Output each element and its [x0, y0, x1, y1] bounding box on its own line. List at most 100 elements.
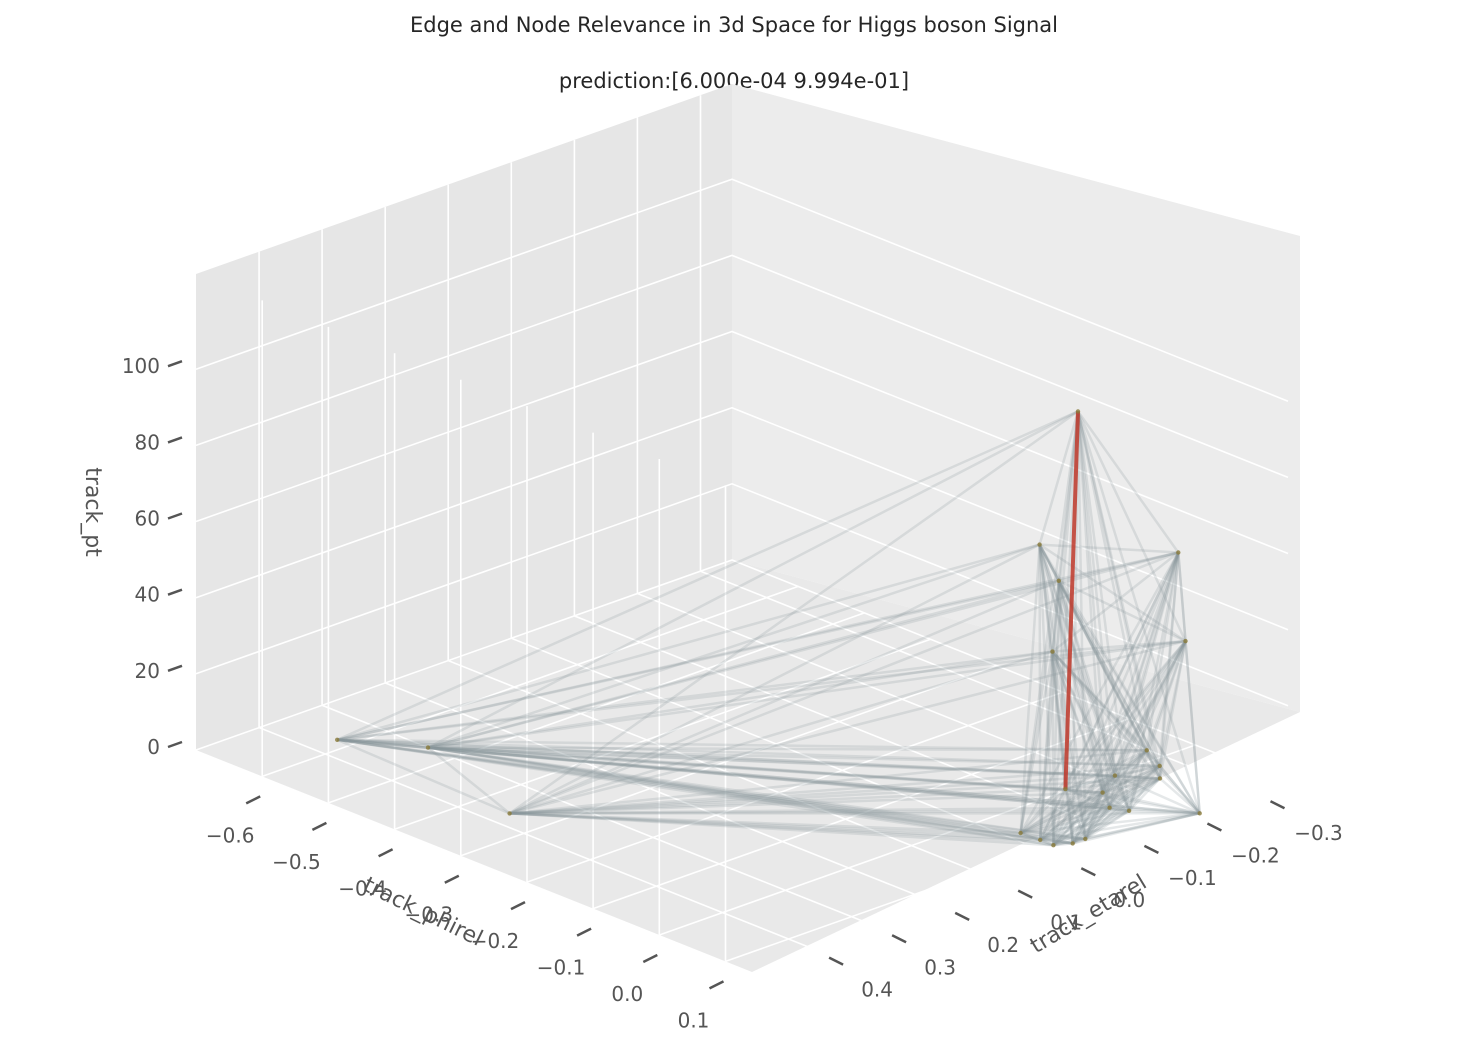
- graph-edge: [1019, 651, 1054, 834]
- floor-pane: [196, 560, 1300, 972]
- graph-edge: [1058, 551, 1179, 583]
- x-tick-mark: [245, 795, 261, 805]
- graph-edge: [1076, 411, 1201, 814]
- graph-edge: [337, 738, 1041, 842]
- graph-edge: [1039, 640, 1187, 841]
- graph-edge: [1065, 774, 1116, 791]
- y-tick-mark: [828, 956, 844, 966]
- graph-edge: [1052, 806, 1111, 847]
- graph-edge: [1108, 777, 1161, 809]
- y-tick-mark: [891, 934, 907, 944]
- graph-edge: [1076, 411, 1162, 779]
- graph-edge: [1019, 788, 1067, 834]
- graph-edge: [1113, 640, 1187, 777]
- graph-edge: [1039, 806, 1111, 842]
- graph-edge: [337, 738, 1130, 813]
- graph-edge: [427, 746, 1066, 791]
- graph-edge: [1039, 543, 1179, 554]
- graph-edge: [509, 749, 1147, 815]
- graph-node: [1063, 786, 1068, 792]
- graph-edge: [1071, 791, 1104, 845]
- z-tick-mark: [167, 664, 183, 672]
- graph-edge: [508, 410, 1079, 815]
- graph-edge: [337, 738, 1066, 791]
- graph-edge: [1057, 580, 1104, 793]
- graph-edge: [1058, 579, 1187, 643]
- graph-edge: [1108, 749, 1148, 809]
- z-tick-label: 20: [135, 659, 160, 683]
- graph-edge: [1109, 806, 1130, 813]
- graph-edge: [1158, 640, 1187, 779]
- x-tick-mark: [378, 848, 394, 858]
- graph-edge: [509, 579, 1060, 815]
- chart-title: Edge and Node Relevance in 3d Space for …: [410, 13, 1058, 37]
- graph-edge: [1040, 838, 1073, 845]
- graph-node: [1197, 811, 1202, 816]
- graph-edge: [1158, 640, 1187, 767]
- graph-edge: [1084, 640, 1187, 840]
- grid-line-x-floor: [725, 770, 1262, 963]
- z-tick-label: 40: [135, 583, 160, 607]
- graph-edge: [1020, 831, 1041, 842]
- graph-node: [1107, 805, 1112, 810]
- graph-node: [1037, 542, 1042, 547]
- y-tick-label: 0.4: [861, 978, 893, 1002]
- graph-edge: [427, 746, 511, 815]
- graph-edge: [1076, 411, 1087, 839]
- graph-edge: [1052, 788, 1067, 846]
- graph-edge: [1051, 651, 1067, 790]
- y-tick-mark: [1080, 867, 1096, 877]
- y-tick-mark: [1269, 800, 1286, 810]
- graph-edge: [1101, 749, 1148, 794]
- graph-edge: [1052, 774, 1116, 847]
- graph-node: [1183, 638, 1188, 644]
- graph-edge: [1020, 764, 1161, 835]
- graph-edge: [509, 639, 1186, 815]
- graph-edge: [1084, 552, 1180, 840]
- x-tick-label: 0.1: [678, 1008, 710, 1032]
- graph-edge: [509, 650, 1053, 815]
- graph-edge: [337, 738, 1054, 847]
- graph-edge: [1064, 788, 1087, 840]
- back-right-pane: [732, 84, 1300, 712]
- graph-edge: [1084, 809, 1130, 840]
- graph-edge: [1113, 552, 1180, 776]
- graph-edge: [1158, 552, 1180, 779]
- graph-edge: [1076, 410, 1187, 642]
- x-tick-label: 0.0: [611, 982, 643, 1006]
- graph-edge: [1038, 580, 1061, 840]
- grid-line-x-floor: [526, 691, 1064, 883]
- graph-edge: [1057, 580, 1074, 844]
- x-tick-label: −0.6: [206, 823, 255, 847]
- graph-edge: [1019, 640, 1187, 834]
- graph-edge: [1038, 544, 1060, 582]
- graph-edge: [509, 543, 1041, 815]
- z-tick-mark: [167, 740, 183, 749]
- graph-edge: [427, 543, 1040, 749]
- graph-edge: [1051, 651, 1104, 794]
- x-tick-mark: [444, 874, 460, 884]
- graph-edge: [1020, 812, 1200, 835]
- graph-edge: [1072, 809, 1130, 845]
- graph-edge: [336, 738, 511, 815]
- graph-edge: [337, 738, 1115, 777]
- grid-lines: [195, 95, 1289, 963]
- y-tick-label: 0.1: [1050, 911, 1082, 935]
- graph-edge: [1038, 544, 1131, 812]
- graph-edge: [427, 650, 1053, 749]
- graph-edge: [1020, 806, 1110, 835]
- z-tick-label: 0: [147, 735, 160, 759]
- x-tick-mark: [576, 927, 592, 937]
- graph-edge: [1076, 411, 1131, 811]
- graph-edge: [1052, 809, 1130, 847]
- graph-edge: [1072, 837, 1086, 845]
- graph-edge: [1039, 812, 1200, 842]
- graph-edge: [427, 746, 1160, 768]
- graph-edge: [1145, 552, 1180, 751]
- graph-edge: [1039, 838, 1054, 847]
- graph-edge: [1108, 775, 1117, 808]
- graph-edge: [337, 738, 1200, 815]
- graph-node: [1018, 830, 1023, 836]
- graph-edge: [427, 746, 1086, 841]
- graph-edge: [509, 812, 1054, 847]
